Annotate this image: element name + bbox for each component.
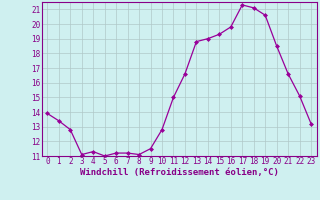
- X-axis label: Windchill (Refroidissement éolien,°C): Windchill (Refroidissement éolien,°C): [80, 168, 279, 177]
